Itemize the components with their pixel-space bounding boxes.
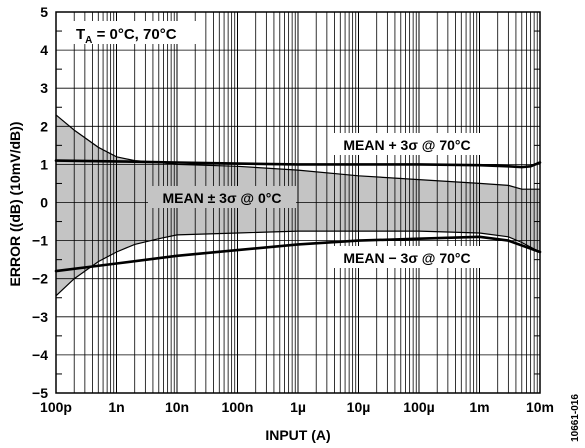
y-tick-label: 1: [40, 156, 48, 172]
y-tick-label: −1: [32, 233, 48, 249]
x-tick-label: 100µ: [403, 399, 434, 415]
y-tick-label: −3: [32, 309, 48, 325]
chart-annotations: INPUT (A) ERROR ((dB) (10mV/dB)) TA = 0°…: [7, 21, 581, 443]
x-tick-label: 10m: [526, 399, 554, 415]
y-axis-label: ERROR ((dB) (10mV/dB)): [7, 122, 23, 287]
series-line-1: [54, 235, 542, 273]
x-tick-label: 10µ: [347, 399, 371, 415]
x-tick-label: 1µ: [290, 399, 306, 415]
series-line-0: [54, 159, 542, 169]
y-tick-label: 5: [40, 4, 48, 20]
y-tick-label: 3: [40, 80, 48, 96]
band-label-bg: [148, 186, 296, 208]
plot-frame: [55, 11, 541, 394]
x-tick-label: 1m: [469, 399, 489, 415]
y-tick-label: −2: [32, 271, 48, 287]
x-tick-label: 100p: [40, 399, 72, 415]
x-tick-label: 10n: [165, 399, 189, 415]
band-label: MEAN ± 3σ @ 0°C: [163, 190, 282, 206]
y-tick-label: 0: [40, 195, 48, 211]
x-tick-label: 100n: [222, 399, 254, 415]
figure-id: 10661-016: [570, 394, 581, 442]
y-tick-label: −4: [32, 347, 48, 363]
series-layer: [54, 159, 542, 273]
x-tick-label: 1n: [108, 399, 124, 415]
y-tick-label: −5: [32, 385, 48, 401]
conditions-label: TA = 0°C, 70°C: [76, 26, 177, 46]
y-tick-label: 2: [40, 118, 48, 134]
conditions-label-bg: [62, 21, 196, 44]
grid-layer: [56, 12, 540, 393]
tick-labels: 100p 1n 10n 100n 1µ 10µ 100µ 1m 10m 5 4 3 2 1 0 −1 −2 −3 −…: [32, 4, 554, 415]
x-axis-label: INPUT (A): [265, 427, 330, 443]
upper-series-label: MEAN + 3σ @ 70°C: [343, 137, 470, 153]
y-tick-label: 4: [40, 42, 48, 58]
lower-series-label: MEAN − 3σ @ 70°C: [343, 250, 470, 266]
lower-series-label-bg: [328, 246, 486, 268]
upper-series-label-bg: [328, 133, 486, 155]
